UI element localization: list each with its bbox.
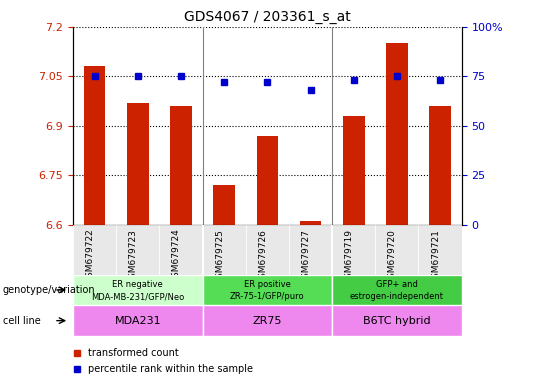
Bar [332,275,462,305]
Text: ZR75: ZR75 [253,316,282,326]
Bar [332,305,462,336]
Bar [202,305,332,336]
Text: GSM679724: GSM679724 [172,228,181,283]
Bar [127,103,148,225]
Bar [289,225,332,275]
Bar [343,116,364,225]
Text: GSM679719: GSM679719 [345,228,354,284]
Text: ER positive: ER positive [244,280,291,289]
Text: estrogen-independent: estrogen-independent [350,292,444,301]
Text: GSM679727: GSM679727 [301,228,310,283]
Text: GSM679721: GSM679721 [431,228,440,283]
Bar [429,106,451,225]
Bar [213,185,235,225]
Text: MDA-MB-231/GFP/Neo: MDA-MB-231/GFP/Neo [91,292,184,301]
Bar [300,221,321,225]
Bar [418,225,462,275]
Bar [202,225,246,275]
Bar [386,43,408,225]
Bar [202,275,332,305]
Bar [73,305,202,336]
Bar [73,275,202,305]
Bar [170,106,192,225]
Bar [332,225,375,275]
Text: MDA231: MDA231 [114,316,161,326]
Text: cell line: cell line [3,316,40,326]
Text: GFP+ and: GFP+ and [376,280,418,289]
Text: genotype/variation: genotype/variation [3,285,96,295]
Text: GSM679723: GSM679723 [129,228,138,283]
Text: ZR-75-1/GFP/puro: ZR-75-1/GFP/puro [230,292,305,301]
Text: GSM679725: GSM679725 [215,228,224,283]
Text: ER negative: ER negative [112,280,163,289]
Bar [84,66,105,225]
Text: B6TC hybrid: B6TC hybrid [363,316,431,326]
Text: GSM679726: GSM679726 [258,228,267,283]
Bar [256,136,278,225]
Text: GSM679722: GSM679722 [85,228,94,283]
Text: transformed count: transformed count [89,348,179,358]
Text: GSM679720: GSM679720 [388,228,397,283]
Text: percentile rank within the sample: percentile rank within the sample [89,364,253,374]
Title: GDS4067 / 203361_s_at: GDS4067 / 203361_s_at [184,10,350,25]
Bar [116,225,159,275]
Bar [246,225,289,275]
Bar [73,225,116,275]
Bar [375,225,418,275]
Bar [159,225,202,275]
